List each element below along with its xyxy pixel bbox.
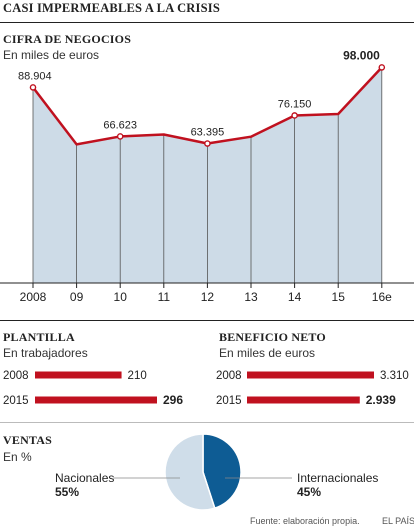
bar-category-label: 2015 — [216, 395, 242, 407]
x-tick-label: 13 — [244, 290, 258, 304]
profit-chart-title: BENEFICIO NETO — [219, 330, 326, 344]
data-point — [291, 112, 298, 119]
section-divider — [0, 422, 414, 423]
data-label: 66.623 — [103, 119, 137, 131]
pie-slice-internacionales — [202, 433, 242, 510]
pie-label-nacionales: Nacionales — [55, 471, 114, 485]
data-point — [378, 64, 386, 71]
bar-value-label: 210 — [128, 370, 147, 382]
bar-value-label: 2.939 — [366, 393, 396, 407]
bar-value-label: 296 — [163, 393, 183, 407]
data-point — [204, 140, 211, 147]
revenue-chart-subtitle: En miles de euros — [3, 48, 100, 62]
pie-value-nacionales: 55% — [55, 485, 79, 499]
x-tick-label: 11 — [158, 290, 171, 304]
revenue-area-chart: 88.904 66.623 63.395 76.150 98.000 2008 09 10 11… — [0, 48, 414, 304]
brand-label: EL PAÍS — [382, 516, 414, 526]
x-tick-label: 2008 — [20, 290, 47, 304]
bar-value-label: 3.310 — [380, 370, 409, 382]
x-tick-label: 09 — [70, 290, 84, 304]
x-tick-label: 16e — [372, 290, 392, 304]
x-tick-label: 10 — [114, 290, 128, 304]
x-tick-label: 14 — [288, 290, 302, 304]
bar-charts: 2008 210 2015 296 2008 3.310 2015 2.939 — [3, 370, 409, 407]
title-rule — [0, 22, 414, 23]
bar — [247, 396, 360, 404]
x-tick-label: 15 — [332, 290, 346, 304]
staff-chart-title: PLANTILLA — [3, 330, 75, 344]
sales-chart-subtitle: En % — [3, 450, 32, 464]
data-label: 63.395 — [191, 127, 225, 139]
pie-label-internacionales: Internacionales — [297, 471, 378, 485]
page-title: CASI IMPERMEABLES A LA CRISIS — [3, 1, 220, 15]
data-label: 76.150 — [278, 98, 312, 110]
data-label: 98.000 — [343, 48, 380, 62]
bar — [35, 371, 122, 379]
revenue-chart-title: CIFRA DE NEGOCIOS — [3, 32, 132, 46]
source-note: Fuente: elaboración propia. — [250, 516, 360, 526]
data-label: 88.904 — [18, 70, 52, 82]
sales-chart-title: VENTAS — [3, 433, 52, 447]
bar — [35, 396, 157, 404]
bar-category-label: 2008 — [216, 370, 242, 382]
pie-value-internacionales: 45% — [297, 485, 321, 499]
data-point — [116, 133, 124, 140]
bar-category-label: 2015 — [3, 395, 29, 407]
data-point — [29, 84, 37, 91]
staff-chart-subtitle: En trabajadores — [3, 346, 88, 360]
bar — [247, 371, 374, 379]
profit-chart-subtitle: En miles de euros — [219, 346, 316, 360]
bar-category-label: 2008 — [3, 370, 29, 382]
section-rule — [0, 320, 414, 321]
x-tick-label: 12 — [201, 290, 215, 304]
